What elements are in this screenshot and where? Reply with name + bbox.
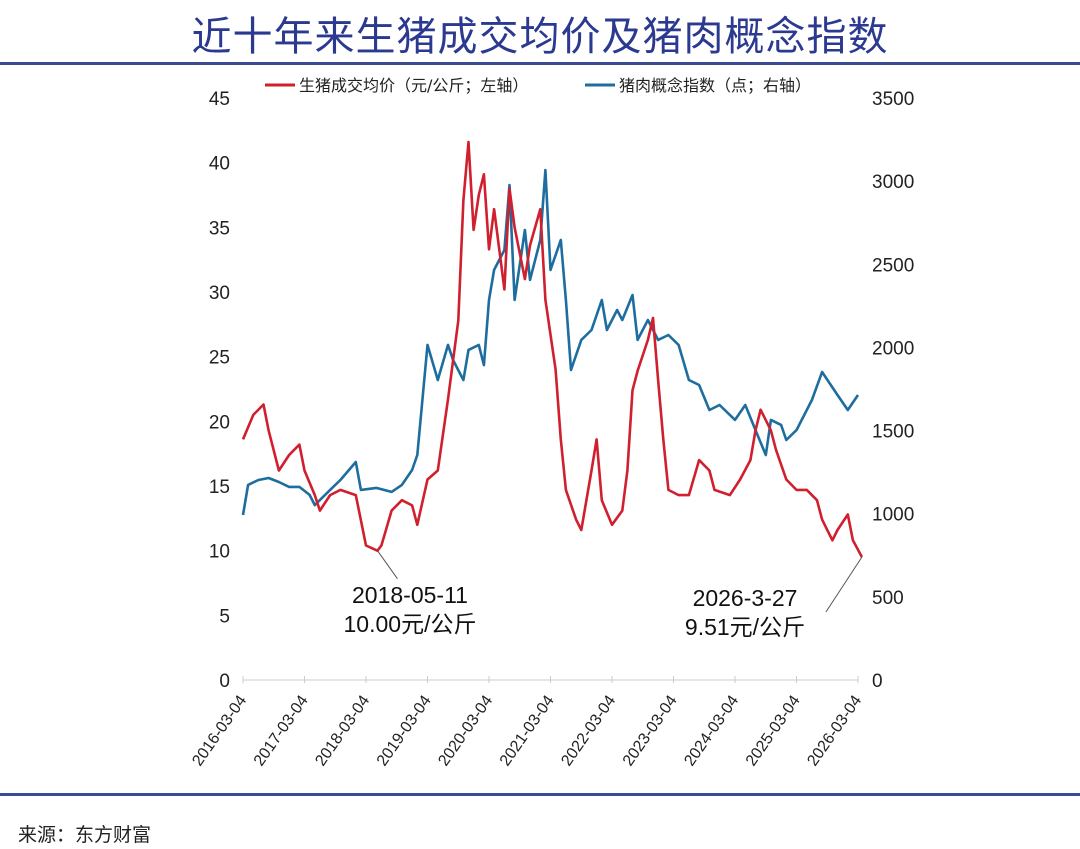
annotation-price: 9.51元/公斤: [685, 614, 805, 640]
x-tick-label: 2022-03-04: [558, 692, 619, 769]
annotation-leader-line: [825, 556, 863, 613]
x-tick-label: 2020-03-04: [435, 692, 496, 769]
x-tick-label: 2021-03-04: [497, 692, 558, 769]
index-series-line: [241, 168, 860, 516]
y-left-tick-label: 45: [209, 89, 230, 110]
y-right-tick-label: 2000: [872, 338, 914, 359]
y-right-tick-label: 1500: [872, 422, 914, 443]
legend-label: 生猪成交均价（元/公斤；左轴）: [299, 76, 528, 95]
x-tick-label: 2026-03-04: [804, 692, 865, 769]
y-left-tick-label: 35: [209, 218, 230, 239]
x-tick-label: 2019-03-04: [374, 692, 435, 769]
x-tick-label: 2025-03-04: [743, 692, 804, 769]
y-left-tick-label: 40: [209, 154, 230, 175]
y-right-tick-label: 2500: [872, 255, 914, 276]
y-right-tick-label: 500: [872, 588, 904, 609]
annotation-leader-line: [377, 550, 398, 579]
price-series-line: [241, 140, 864, 558]
y-right-tick-label: 3500: [872, 89, 914, 110]
y-left-tick-label: 25: [209, 348, 230, 369]
top-divider: [0, 62, 1080, 65]
annotation-price: 10.00元/公斤: [344, 611, 477, 637]
source-note: 来源：东方财富: [18, 824, 152, 846]
y-left-tick-label: 15: [209, 477, 230, 498]
chart-title: 近十年来生猪成交均价及猪肉概念指数: [191, 14, 889, 60]
x-tick-label: 2023-03-04: [620, 692, 681, 769]
x-tick-label: 2016-03-04: [189, 692, 250, 769]
y-right-tick-label: 0: [872, 671, 883, 692]
annotation-date: 2026-3-27: [693, 585, 798, 611]
bottom-divider: [0, 793, 1080, 796]
x-tick-label: 2018-03-04: [312, 692, 373, 769]
y-left-tick-label: 30: [209, 283, 230, 304]
y-right-tick-label: 3000: [872, 172, 914, 193]
legend-label: 猪肉概念指数（点；右轴）: [619, 76, 811, 95]
x-tick-label: 2024-03-04: [681, 692, 742, 769]
y-left-tick-label: 20: [209, 412, 230, 433]
annotation-date: 2018-05-11: [352, 582, 468, 608]
y-left-tick-label: 10: [209, 542, 230, 563]
y-left-tick-label: 0: [219, 671, 230, 692]
y-left-tick-label: 5: [219, 606, 230, 627]
y-right-tick-label: 1000: [872, 505, 914, 526]
x-tick-label: 2017-03-04: [251, 692, 312, 769]
